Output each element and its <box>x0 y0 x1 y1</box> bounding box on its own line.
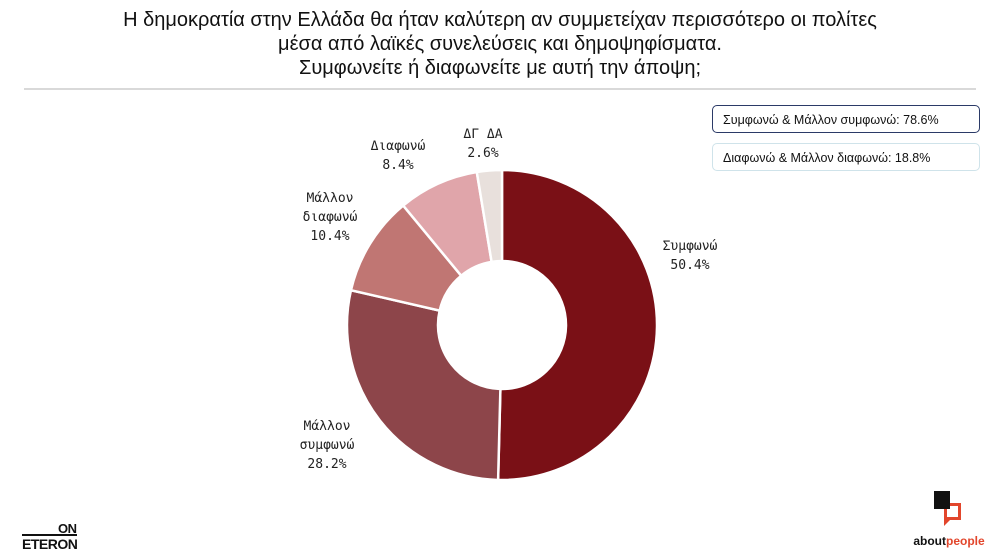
aboutpeople-name: aboutpeople <box>905 534 993 548</box>
title-line-3: Συμφωνείτε ή διαφωνείτε με αυτή την άποψ… <box>298 57 702 79</box>
title-line-2: μέσα από λαϊκές συνελεύσεις και δημοψηφί… <box>278 33 722 55</box>
donut-slice-4 <box>475 168 504 264</box>
slice-label-4: ΔΓ ΔΑ 2.6% <box>463 127 502 161</box>
donut-slice-0 <box>496 168 659 482</box>
eteron-logo-name: ETERON <box>22 534 78 552</box>
slice-label-0: Συμφωνώ 50.4% <box>663 239 718 273</box>
aboutpeople-name-b: people <box>946 534 985 548</box>
eteron-logo-on: ON <box>58 521 77 536</box>
agree-total-box: Συμφωνώ & Μάλλον συμφωνώ: 78.6% <box>712 105 980 133</box>
aboutpeople-name-a: about <box>913 534 946 548</box>
slice-label-2: Μάλλον διαφωνώ 10.4% <box>303 191 358 244</box>
chart-title: Η δημοκρατία στην Ελλάδα θα ήταν καλύτερ… <box>0 8 1000 80</box>
slice-label-3: Διαφωνώ 8.4% <box>371 139 426 173</box>
donut-slice-1 <box>345 288 502 482</box>
aboutpeople-logo: aboutpeople <box>905 490 993 552</box>
disagree-total-box: Διαφωνώ & Μάλλον διαφωνώ: 18.8% <box>712 143 980 171</box>
slice-label-1: Μάλλον συμφωνώ 28.2% <box>300 419 355 472</box>
aboutpeople-mark-icon <box>934 491 961 526</box>
title-divider <box>24 88 976 90</box>
title-line-1: Η δημοκρατία στην Ελλάδα θα ήταν καλύτερ… <box>123 9 877 31</box>
